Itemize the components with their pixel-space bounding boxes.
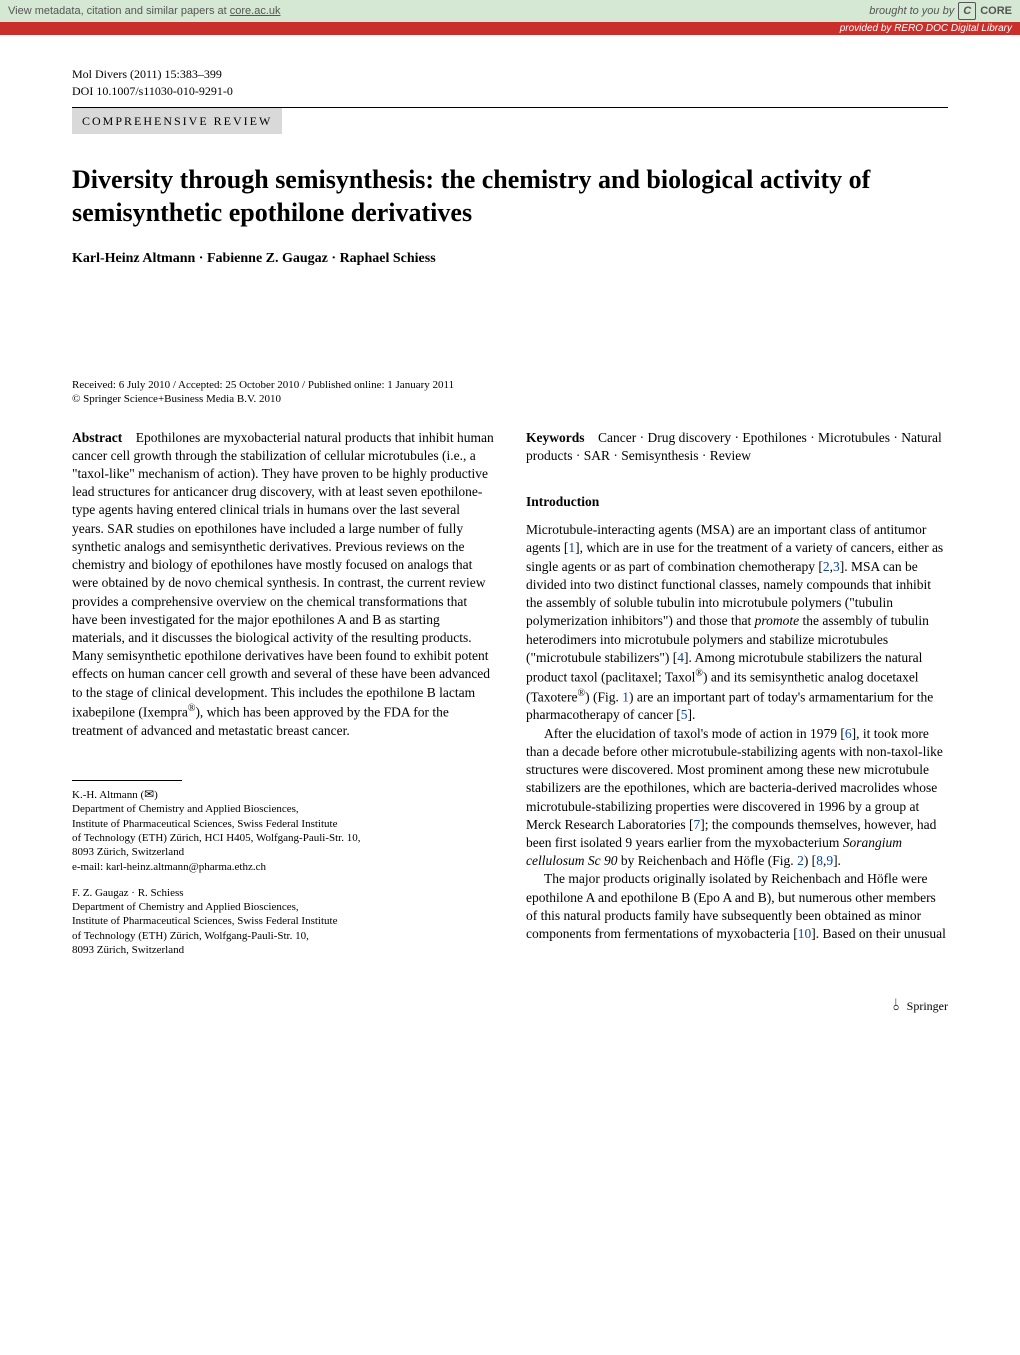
affil-email: e-mail: karl-heinz.altmann@pharma.ethz.c… <box>72 861 266 873</box>
corr-close: ) <box>154 789 158 801</box>
intro-paragraph-2: After the elucidation of taxol's mode of… <box>526 725 948 871</box>
intro-paragraph-1: Microtubule-interacting agents (MSA) are… <box>526 521 948 724</box>
core-logo-icon: C <box>958 2 976 20</box>
corr-author-name: K.-H. Altmann ( <box>72 789 144 801</box>
keywords-paragraph: Keywords Cancer · Drug discovery · Epoth… <box>526 429 948 465</box>
provided-by-banner: provided by RERO DOC Digital Library <box>0 22 1020 35</box>
core-brand: CORE <box>980 5 1012 17</box>
ref-8[interactable]: 8 <box>816 853 823 868</box>
ref-5[interactable]: 5 <box>681 707 688 722</box>
core-link[interactable]: core.ac.uk <box>230 5 281 17</box>
intro-p1g: ) (Fig. <box>585 689 622 704</box>
article-type-box: COMPREHENSIVE REVIEW <box>72 108 282 134</box>
main-columns: Abstract Epothilones are myxobacterial n… <box>72 429 948 958</box>
affil-block-2: Department of Chemistry and Applied Bios… <box>72 901 337 956</box>
core-right-prefix: brought to you by <box>869 5 954 17</box>
left-column: Abstract Epothilones are myxobacterial n… <box>72 429 494 958</box>
affiliation-2: F. Z. Gaugaz · R. Schiess Department of … <box>72 886 494 957</box>
ref-4[interactable]: 4 <box>677 650 684 665</box>
core-banner-left: View metadata, citation and similar pape… <box>8 5 281 17</box>
abstract-body: Epothilones are myxobacterial natural pr… <box>72 430 494 720</box>
springer-label: Springer <box>907 999 948 1013</box>
core-banner-right: brought to you by C CORE <box>869 2 1012 20</box>
ref-3[interactable]: 3 <box>833 559 840 574</box>
core-left-text: View metadata, citation and similar pape… <box>8 5 230 17</box>
journal-citation: Mol Divers (2011) 15:383–399 <box>72 67 948 82</box>
copyright-line: © Springer Science+Business Media B.V. 2… <box>72 393 948 405</box>
keywords-label: Keywords <box>526 430 585 445</box>
affil-names-2: F. Z. Gaugaz · R. Schiess <box>72 887 184 899</box>
affil-block-1: Department of Chemistry and Applied Bios… <box>72 803 360 858</box>
abstract-label: Abstract <box>72 430 122 445</box>
core-banner: View metadata, citation and similar pape… <box>0 0 1020 22</box>
intro-p2f: ]. <box>833 853 841 868</box>
fig-2[interactable]: 2 <box>797 853 804 868</box>
affiliation-separator <box>72 780 182 781</box>
intro-p2e: ) [ <box>804 853 816 868</box>
springer-logo: Springer <box>893 997 948 1015</box>
journal-doi: DOI 10.1007/s11030-010-9291-0 <box>72 84 948 99</box>
page-footer: Springer <box>0 997 1020 1045</box>
ref-10[interactable]: 10 <box>798 926 812 941</box>
right-column: Keywords Cancer · Drug discovery · Epoth… <box>526 429 948 958</box>
dates-line: Received: 6 July 2010 / Accepted: 25 Oct… <box>72 379 948 391</box>
intro-heading: Introduction <box>526 493 948 511</box>
registered-icon <box>695 670 703 685</box>
page-content: Mol Divers (2011) 15:383–399 DOI 10.1007… <box>0 35 1020 997</box>
affiliation-1: K.-H. Altmann (✉) Department of Chemistr… <box>72 787 494 874</box>
authors: Karl-Heinz Altmann · Fabienne Z. Gaugaz … <box>72 249 948 269</box>
intro-p2d: by Reichenbach and Höfle (Fig. <box>617 853 797 868</box>
ref-6[interactable]: 6 <box>845 726 852 741</box>
intro-promote: promote <box>755 613 800 628</box>
envelope-icon: ✉ <box>144 787 154 801</box>
abstract-paragraph: Abstract Epothilones are myxobacterial n… <box>72 429 494 740</box>
intro-p2a: After the elucidation of taxol's mode of… <box>544 726 845 741</box>
intro-p3b: ]. Based on their unusual <box>811 926 946 941</box>
intro-paragraph-3: The major products originally isolated b… <box>526 870 948 943</box>
article-title: Diversity through semisynthesis: the che… <box>72 164 948 229</box>
fig-1[interactable]: 1 <box>622 689 629 704</box>
intro-p1i: ]. <box>688 707 696 722</box>
ref-2[interactable]: 2 <box>823 559 830 574</box>
registered-icon <box>578 689 586 704</box>
article-type-label: COMPREHENSIVE REVIEW <box>82 114 272 128</box>
